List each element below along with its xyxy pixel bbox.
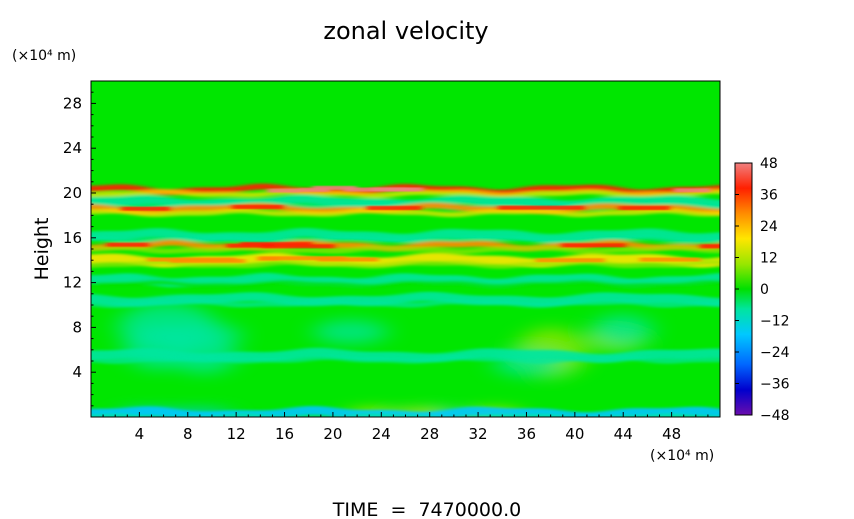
heatmap-blob	[313, 319, 388, 345]
colorbar-tick-label: −48	[760, 408, 790, 424]
y-axis-ticks: 4 8 12 16 20 24 28	[63, 91, 96, 407]
y-axis-label: Height	[31, 218, 53, 281]
x-tick-label: 12	[227, 425, 246, 443]
y-tick-label: 8	[72, 318, 82, 336]
y-tick-label: 4	[72, 363, 82, 381]
jet-core-segment	[497, 205, 585, 210]
jet-core-segment	[231, 204, 284, 209]
jet-core-segment	[673, 188, 711, 193]
heatmap-field	[91, 81, 720, 417]
heatmap-halo	[91, 279, 720, 289]
y-tick-label: 16	[63, 229, 82, 247]
x-tick-label: 4	[135, 425, 145, 443]
jet-core-segment	[700, 244, 720, 249]
y-tick-label: 12	[63, 274, 82, 292]
jet-core-segment	[120, 206, 170, 211]
colorbar-tick-label: 24	[760, 219, 778, 235]
jet-core-segment	[366, 205, 422, 210]
chart-title: zonal velocity	[323, 17, 488, 45]
y-tick-label: 28	[63, 94, 82, 112]
jet-core-segment	[535, 258, 605, 263]
jet-core-segment	[298, 187, 330, 192]
jet-core-segment	[258, 256, 346, 261]
x-tick-label: 48	[662, 425, 681, 443]
jet-core-segment	[312, 185, 357, 190]
heatmap-band	[91, 272, 720, 289]
colorbar-tick-label: −24	[760, 345, 790, 361]
jet-core-segment	[106, 242, 149, 247]
jet-core-segment	[317, 257, 379, 262]
heatmap-thin-bands	[106, 185, 720, 263]
x-tick-label: 24	[372, 425, 391, 443]
jet-core-segment	[261, 244, 335, 249]
x-tick-label: 32	[469, 425, 488, 443]
colorbar-tick-label: −12	[760, 314, 790, 330]
jet-core-segment	[257, 256, 280, 261]
x-axis-ticks: 4 8 12 16 20 24 28 32 36 40 44 48	[102, 412, 709, 443]
x-tick-label: 20	[323, 425, 342, 443]
time-footer: TIME = 7470000.0	[332, 499, 521, 519]
heatmap-halo	[91, 188, 720, 199]
y-unit-label: (×10⁴ m)	[12, 48, 76, 64]
y-tick-label: 20	[63, 184, 82, 202]
jet-core-segment	[639, 257, 701, 262]
heatmap-halo	[91, 234, 720, 245]
colorbar-tick-label: 48	[760, 156, 778, 172]
colorbar-tick-label: 36	[760, 188, 778, 204]
jet-core-segment	[169, 258, 246, 263]
jet-core-segment	[343, 187, 417, 192]
x-tick-label: 16	[275, 425, 294, 443]
colorbar-tick-label: −36	[760, 377, 790, 393]
x-tick-label: 28	[420, 425, 439, 443]
jet-core-segment	[618, 205, 670, 210]
jet-core-segment	[239, 242, 312, 247]
heatmap-halo	[91, 298, 720, 309]
heatmap-blob	[591, 314, 653, 347]
heatmap-blob	[155, 322, 243, 349]
heatmap-halo	[91, 354, 720, 365]
y-tick-label: 24	[63, 139, 82, 157]
x-tick-label: 40	[565, 425, 584, 443]
jet-core-segment	[267, 188, 300, 193]
x-tick-label: 36	[517, 425, 536, 443]
colorbar-tick-label: 0	[760, 282, 769, 298]
x-unit-label: (×10⁴ m)	[650, 448, 714, 464]
colorbar-tick-label: 12	[760, 251, 778, 267]
heatmap-halo	[91, 208, 720, 218]
jet-core-segment	[561, 243, 626, 248]
x-tick-label: 8	[183, 425, 193, 443]
jet-core-segment	[226, 243, 274, 248]
colorbar-ticks: 48 36 24 12 0 −12 −24 −36 −48	[735, 156, 790, 424]
x-tick-label: 44	[614, 425, 633, 443]
